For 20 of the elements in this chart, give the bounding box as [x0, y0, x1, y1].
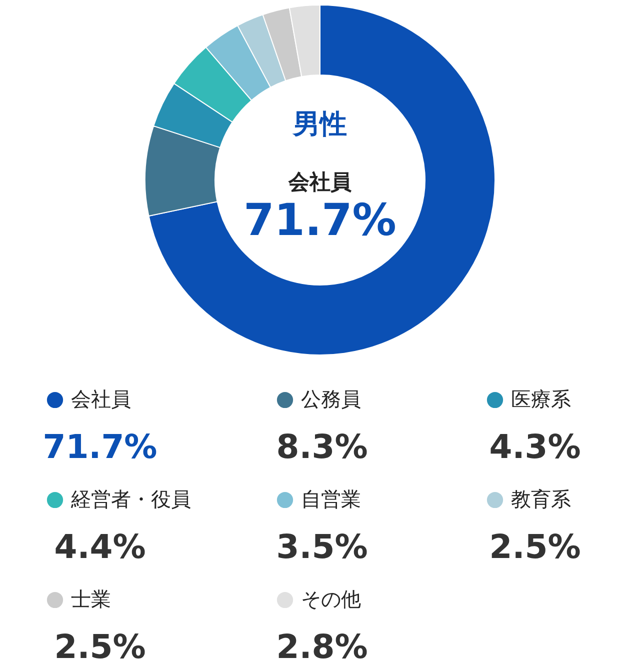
legend-label: 自営業 [301, 487, 361, 511]
legend-label: 会社員 [71, 387, 131, 411]
donut-slice [148, 4, 496, 356]
legend-label: 士業 [71, 587, 111, 611]
data-label: 3.5% [276, 527, 368, 566]
legend-label: 経営者・役員 [70, 487, 191, 511]
data-label: 4.3% [489, 427, 581, 466]
data-label: 2.8% [276, 627, 368, 666]
legend-label: その他 [301, 587, 361, 611]
text: 男性 [292, 109, 347, 140]
data-label: 71.7% [244, 195, 396, 246]
legend-label: 医療系 [511, 387, 571, 411]
data-label: 4.4% [54, 527, 146, 566]
data-label: 2.5% [489, 527, 581, 566]
legend-label: 公務員 [301, 387, 361, 411]
text: 71.7% [42, 427, 158, 466]
data-label: 8.3% [276, 427, 368, 466]
legend-label: 教育系 [511, 487, 571, 511]
data-label: 2.5% [54, 627, 146, 666]
slice-label: 会社員 [288, 170, 352, 194]
